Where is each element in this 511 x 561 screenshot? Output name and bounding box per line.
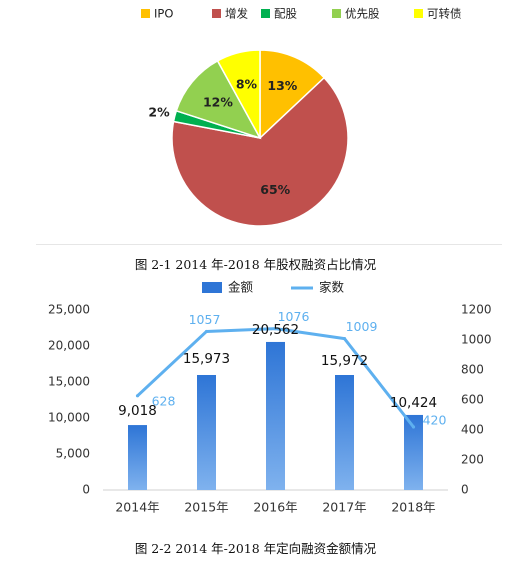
y-left-tick-label: 20,000 [48, 339, 90, 353]
legend-label-placement: 增发 [225, 7, 248, 21]
legend-swatch-placement [212, 9, 221, 18]
y-left-tick-label: 0 [82, 483, 90, 497]
bar-value-label: 15,972 [321, 353, 368, 369]
y-left-tick-label: 25,000 [48, 303, 90, 317]
bar-amount [128, 425, 147, 490]
x-tick-label: 2015年 [184, 500, 228, 515]
legend-item-convertible-bond: 可转债 [414, 7, 462, 21]
combo-chart-caption: 图 2-2 2014 年-2018 年定向融资金额情况 [134, 541, 377, 556]
legend-label-preferred-stock: 优先股 [345, 7, 380, 21]
legend-swatch-convertible-bond [414, 9, 423, 18]
x-tick-label: 2014年 [115, 500, 159, 515]
line-value-label: 1076 [278, 309, 310, 324]
legend-item-ipo: IPO [141, 7, 173, 21]
legend-item-rights-issue: 配股 [261, 7, 297, 21]
bar-value-label: 20,562 [252, 322, 299, 338]
pie-slice-ipo [259, 49, 326, 140]
pie-slice-preferred-stock [175, 59, 262, 140]
line-value-label: 628 [152, 393, 176, 408]
x-tick-label: 2018年 [391, 500, 435, 515]
y-right-tick-label: 1000 [461, 333, 492, 347]
bar-value-label: 10,424 [390, 395, 437, 411]
y-right-tick-label: 1200 [461, 303, 492, 317]
line-value-label: 1009 [346, 319, 378, 334]
legend-swatch-rights-issue [261, 9, 270, 18]
line-point-count [204, 329, 209, 334]
y-right-tick-label: 200 [461, 453, 484, 467]
pie-chart: IPO 增发 配股 优先股 可转债 13% 65% 2% 12%8% [141, 7, 462, 227]
y-right-tick-label: 400 [461, 423, 484, 437]
pie-label-placement: 65% [260, 182, 290, 197]
legend-label-ipo: IPO [154, 7, 173, 21]
y-left-tick-label: 5,000 [56, 447, 90, 461]
bar-amount [335, 375, 354, 490]
bar-amount [404, 414, 423, 490]
y-left-tick-label: 15,000 [48, 375, 90, 389]
bar-value-label: 15,973 [183, 351, 230, 367]
legend-swatch-ipo [141, 9, 150, 18]
line-value-label: 420 [423, 413, 447, 428]
legend-swatch-preferred-stock [332, 9, 341, 18]
line-point-count [135, 394, 140, 398]
line-point-count [411, 425, 416, 429]
pie-label-preferred-stock: 12% [203, 95, 233, 110]
pie-chart-panel: IPO 增发 配股 优先股 可转债 13% 65% 2% 12% 8% [36, 0, 502, 245]
legend-swatch-amount [202, 282, 222, 293]
line-point-count [342, 337, 347, 341]
legend-item-amount: 金额 [202, 280, 254, 295]
pie-label-ipo: 13% [267, 78, 297, 93]
bar-value-label: 9,018 [118, 403, 157, 419]
x-tick-label: 2017年 [322, 500, 366, 515]
pie-label-convertible-bond: 8% [236, 77, 258, 92]
legend-item-placement: 增发 [212, 7, 248, 21]
y-right-tick-label: 600 [461, 393, 484, 407]
pie-label-rights-issue: 2% [148, 105, 170, 120]
combo-chart: 金额 家数 0 5,000 10,000 15,000 20,000 25,000 0 200 40… [48, 280, 492, 515]
legend-label-count: 家数 [319, 280, 345, 295]
pie-slice-convertible-bond [216, 49, 261, 139]
line-value-label: 1057 [189, 312, 221, 327]
y-right-tick-label: 0 [461, 483, 469, 497]
combo-chart-panel: 金额 家数 0 5,000 10,000 15,000 20,000 25,000 0 200 40… [0, 272, 511, 534]
pie-chart-caption: 图 2-1 2014 年-2018 年股权融资占比情况 [134, 257, 377, 272]
legend-label-convertible-bond: 可转债 [427, 7, 462, 21]
legend-item-count: 家数 [291, 280, 345, 295]
bar-amount [266, 341, 285, 490]
legend-label-rights-issue: 配股 [274, 7, 297, 21]
legend-item-preferred-stock: 优先股 [332, 7, 380, 21]
y-right-tick-label: 800 [461, 363, 484, 377]
legend-label-amount: 金额 [228, 280, 254, 295]
pie-slice-placement [171, 76, 349, 227]
x-tick-label: 2016年 [253, 500, 297, 515]
line-point-count [273, 327, 278, 331]
bar-amount [197, 374, 216, 490]
y-left-tick-label: 10,000 [48, 411, 90, 425]
